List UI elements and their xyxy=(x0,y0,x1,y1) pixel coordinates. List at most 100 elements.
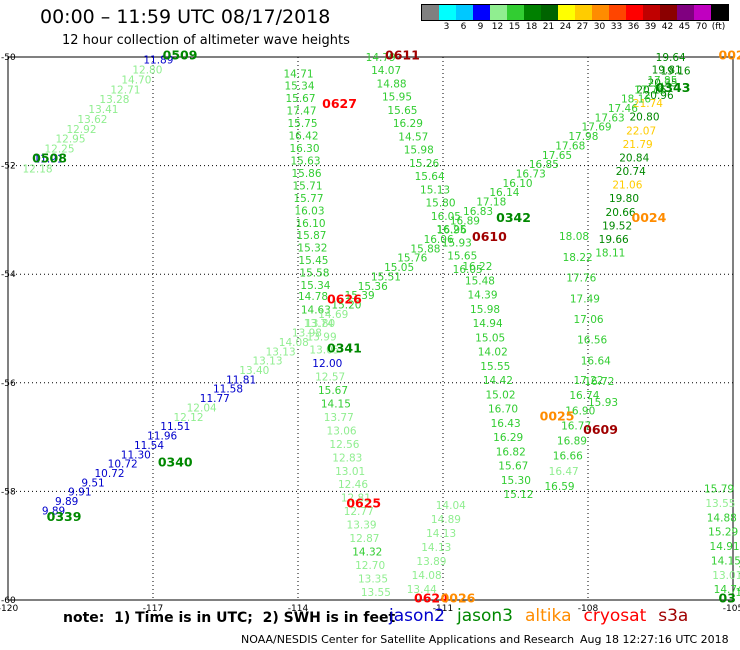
wave-height-value: 13.05 xyxy=(309,345,339,357)
wave-height-value: 18.11 xyxy=(595,247,625,259)
wave-height-value: 16.14 xyxy=(489,187,519,199)
wave-height-value: 12.12 xyxy=(173,412,203,424)
wave-height-value: 16.29 xyxy=(393,118,423,130)
map-title: 00:00 – 11:59 UTC 08/17/2018 xyxy=(40,6,331,28)
jason3-track-0341: 9.899.899.919.5110.7210.7211.3011.5411.9… xyxy=(42,66,691,518)
colorbar-swatch xyxy=(694,5,711,20)
pass-time-label: 0026 xyxy=(441,590,476,605)
wave-height-value: 14.57 xyxy=(398,131,428,143)
colorbar-tick-label: 15 xyxy=(508,22,521,32)
colorbar-legend: 3 6 9 12 15 18 21 24 27 30 33 36 39 42 45 70 (ft) xyxy=(421,4,729,32)
wave-height-value: 13.39 xyxy=(347,520,377,532)
colorbar-swatch xyxy=(609,5,626,20)
wave-height-value: 16.77 xyxy=(561,420,591,432)
wave-height-value: 15.67 xyxy=(285,93,315,105)
wave-height-value: 14.88 xyxy=(707,512,737,524)
wave-height-value: 13.13 xyxy=(252,356,282,368)
wave-height-value: 14.88 xyxy=(377,78,407,90)
wave-height-value: 15.86 xyxy=(291,168,321,180)
wave-height-value: 16.30 xyxy=(289,143,319,155)
lon-tick-label: -105 xyxy=(723,604,740,614)
colorbar-swatch xyxy=(524,5,541,20)
wave-height-value: 15.67 xyxy=(318,385,348,397)
map-subtitle: 12 hour collection of altimeter wave hei… xyxy=(62,33,350,48)
wave-height-value: 15.30 xyxy=(501,475,531,487)
wave-height-value: 17.47 xyxy=(286,106,316,118)
wave-height-value: 15.51 xyxy=(371,271,401,283)
pass-time-label: 0024 xyxy=(632,210,667,225)
wave-height-value: 16.05 xyxy=(453,264,483,276)
wave-height-value: 13.28 xyxy=(99,94,129,106)
wave-height-value: 14.08 xyxy=(412,570,442,582)
wave-height-value: 12.00 xyxy=(312,358,342,370)
wave-height-value: 16.59 xyxy=(545,481,575,493)
wave-height-value: 11.81 xyxy=(226,374,256,386)
wave-height-value: 15.87 xyxy=(296,230,326,242)
colorbar-swatch xyxy=(575,5,592,20)
wave-height-value: 12.18 xyxy=(23,163,53,175)
wave-height-value: 14.78 xyxy=(298,291,328,303)
pass-time-label: 0339 xyxy=(47,509,82,524)
wave-height-value: 16.74 xyxy=(569,390,599,402)
wave-height-value: 14.13 xyxy=(421,542,451,554)
wave-height-value: 11.77 xyxy=(200,393,230,405)
wave-height-value: 16.96 xyxy=(437,225,467,237)
track-0609: 17.22 16.74 16.90 16.77 16.89 16.66 16.47 16.59 xyxy=(545,375,604,493)
colorbar-swatch xyxy=(473,5,490,20)
track-0611: 14.7914.0714.8815.9515.6516.2914.5715.98… xyxy=(366,52,483,276)
pass-time-label: 0509 xyxy=(163,47,198,62)
wave-height-value: 14.32 xyxy=(352,547,382,559)
pass-time-label: 0508 xyxy=(32,150,67,165)
wave-height-value: 16.90 xyxy=(565,405,595,417)
wave-height-value: 14.15 xyxy=(711,555,740,567)
colorbar-swatch xyxy=(677,5,694,20)
wave-height-value: 16.03 xyxy=(294,205,324,217)
wave-height-value: 15.34 xyxy=(300,280,330,292)
wave-height-value: 16.64 xyxy=(581,355,611,367)
wave-height-value: 17.76 xyxy=(566,273,596,285)
wave-height-value: 15.64 xyxy=(415,171,445,183)
colorbar-swatch xyxy=(592,5,609,20)
wave-height-value: 18.08 xyxy=(559,231,589,243)
wave-height-value: 11.51 xyxy=(160,421,190,433)
wave-height-value: 15.71 xyxy=(292,180,322,192)
pass-time-label: 0340 xyxy=(158,455,193,470)
lat-tick-label: -54 xyxy=(1,270,16,280)
colorbar xyxy=(421,4,729,21)
wave-height-value: 13.99 xyxy=(307,331,337,343)
wave-height-value: 17.69 xyxy=(582,122,612,134)
colorbar-swatch xyxy=(507,5,524,20)
wave-height-value: 14.91 xyxy=(710,541,740,553)
lat-tick-label: -60 xyxy=(1,596,16,606)
wave-height-value: 14.94 xyxy=(473,318,503,330)
wave-height-value: 12.25 xyxy=(44,144,74,156)
wave-height-value: 15.75 xyxy=(287,118,317,130)
pass-time-label: 0609 xyxy=(583,422,618,437)
pass-time-label: 0610 xyxy=(472,229,507,244)
wave-height-value: 16.42 xyxy=(288,131,318,143)
satellite-legend-jason3: jason3 xyxy=(457,606,513,626)
wave-height-value: 15.93 xyxy=(588,397,618,409)
pass-time-label: 0025 xyxy=(540,408,575,423)
wave-height-value: 12.80 xyxy=(132,65,162,77)
wave-height-value: 12.46 xyxy=(338,479,368,491)
wave-height-value: 15.20 xyxy=(331,300,361,312)
wave-height-value: 15.36 xyxy=(358,281,388,293)
wave-height-value: 14.79 xyxy=(366,52,396,64)
wave-height-value: 11.54 xyxy=(134,440,164,452)
wave-height-value: 16.22 xyxy=(462,261,492,273)
wave-height-value: 19.81 xyxy=(652,65,682,77)
wave-height-value: 14.63 xyxy=(301,304,331,316)
wave-height-value: 15.95 xyxy=(382,92,412,104)
notes-text: note: 1) Time is in UTC; 2) SWH is in fe… xyxy=(63,610,396,626)
wave-height-value: 15.48 xyxy=(465,275,495,287)
altimeter-tracks: 12.1811.9112.2512.9512.9213.6213.4113.28… xyxy=(23,52,740,599)
wave-height-value: 12.95 xyxy=(55,134,85,146)
wave-height-value: 15.05 xyxy=(384,262,414,274)
pass-time-label: 0023 xyxy=(719,47,740,62)
satellite-legend: jason2 jason3 altika cryosat s3a xyxy=(389,606,700,626)
wave-height-value: 11.96 xyxy=(147,431,177,443)
colorbar-tick-label: 24 xyxy=(559,22,572,32)
wave-height-value: 16.83 xyxy=(463,206,493,218)
wave-height-value: 16.82 xyxy=(496,446,526,458)
